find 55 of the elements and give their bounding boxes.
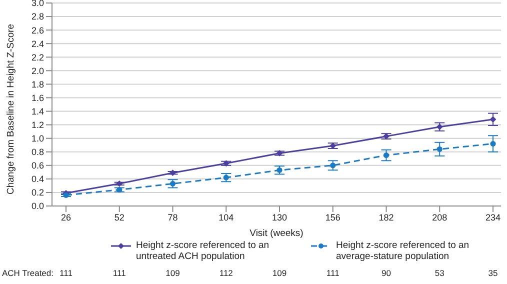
text: 109 [271,268,288,278]
y-tick-label: 1.0 [31,134,44,144]
legend-label: Height z-score referenced to an average-stature population [336,240,470,262]
y-tick-label: 0.8 [31,147,44,158]
x-tick-label: 26 [60,212,72,222]
text: 111 [60,268,72,278]
x-tick-label: 156 [325,212,340,222]
y-tick-label: 2.8 [31,12,44,22]
y-tick-label: 2.6 [31,25,44,36]
point [330,142,336,149]
y-tick-label: 1.2 [31,120,44,130]
text: 53 [434,268,446,278]
point [223,174,229,180]
point [276,167,282,173]
y-tick-label: 1.8 [31,79,44,90]
text: 35 [487,268,499,278]
point [490,116,496,123]
x-tick-label: 130 [272,212,288,222]
point [170,180,176,186]
x-tick-label: 104 [218,212,234,222]
x-tick-label: 208 [432,212,448,222]
point [116,186,122,193]
y-tick-label: 2.2 [31,52,44,62]
x-tick-label: 78 [168,212,178,222]
point [383,152,390,158]
x-tick-label: 182 [378,212,394,222]
y-tick-label: 1.6 [31,92,44,103]
point [222,160,230,167]
text: 109 [164,268,181,278]
point [170,170,176,176]
text: 90 [380,268,392,278]
y-tick-label: 0.6 [31,160,44,171]
text: 111 [112,268,127,278]
point [276,150,283,156]
text: ACH Treated: [2,268,54,278]
point [330,162,336,168]
x-axis-title: Visit (weeks) [250,228,304,239]
y-tick-label: 2.0 [31,66,44,76]
y-tick-label: 2.4 [31,38,44,49]
y-tick-label: 3.0 [31,0,44,8]
point [490,140,496,147]
point [436,146,442,152]
text: 111 [325,268,340,278]
legend-label: Height z-score referenced to an untreated ACH population [136,240,270,262]
x-tick-label: 52 [114,212,124,222]
point [116,180,123,187]
y-tick-label: 0.0 [31,201,44,212]
x-tick-label: 234 [485,212,501,222]
y-tick-label: 0.4 [31,174,44,184]
point [436,124,443,130]
y-axis-title: Change from Baseline in Height Z-Score [5,24,16,194]
y-tick-label: 0.2 [31,188,44,198]
y-tick-label: 1.4 [31,106,44,116]
text: 112 [218,268,234,278]
point [63,192,69,198]
